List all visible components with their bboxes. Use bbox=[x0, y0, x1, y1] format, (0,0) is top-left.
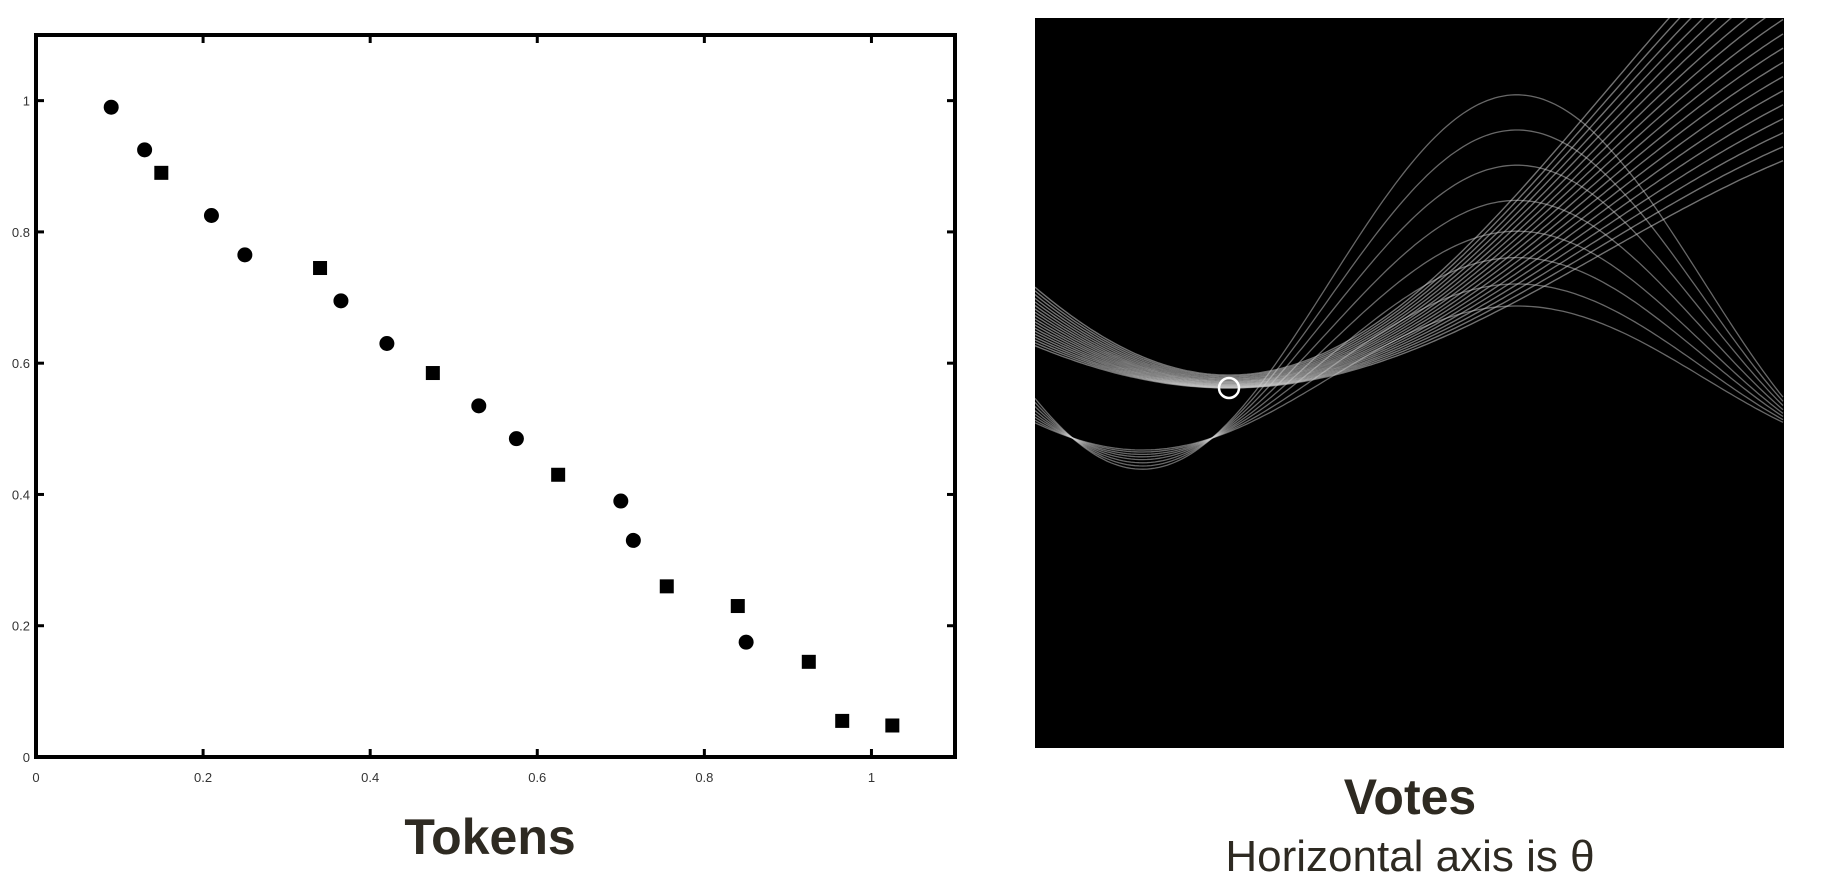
vote-curve bbox=[1035, 75, 1784, 387]
x-tick-label: 0.2 bbox=[194, 770, 212, 785]
data-point bbox=[103, 99, 119, 115]
data-point bbox=[738, 634, 754, 650]
vote-curve bbox=[1035, 18, 1733, 382]
data-point bbox=[379, 335, 395, 351]
vote-curve bbox=[1035, 61, 1784, 386]
vote-curve bbox=[1035, 18, 1681, 377]
vote-curve bbox=[1035, 256, 1784, 456]
vote-curve bbox=[1035, 18, 1784, 384]
votes-caption: Votes bbox=[1343, 769, 1477, 825]
x-tick-label: 0.8 bbox=[695, 770, 713, 785]
votes-subtitle: Horizontal axis is θ bbox=[1225, 832, 1595, 881]
vote-curve bbox=[1035, 18, 1718, 381]
x-tick-label: 0.4 bbox=[361, 770, 379, 785]
vote-curve bbox=[1035, 104, 1784, 388]
y-tick-label: 0 bbox=[23, 750, 30, 765]
votes-heatmap bbox=[1035, 18, 1784, 748]
vote-curve bbox=[1035, 94, 1784, 470]
vote-curve bbox=[1035, 283, 1784, 453]
x-tick-label: 0 bbox=[32, 770, 39, 785]
x-tick-label: 1 bbox=[868, 770, 875, 785]
y-tick-label: 0.2 bbox=[12, 619, 30, 634]
vote-curve bbox=[1035, 18, 1671, 376]
vote-curve bbox=[1035, 33, 1784, 385]
x-tick-label: 0.6 bbox=[528, 770, 546, 785]
data-point bbox=[835, 713, 850, 728]
y-tick-label: 0.6 bbox=[12, 356, 30, 371]
y-tick-label: 0.4 bbox=[12, 487, 30, 502]
data-point bbox=[313, 261, 328, 276]
y-tick-label: 1 bbox=[23, 94, 30, 109]
data-point bbox=[203, 208, 219, 223]
data-point bbox=[659, 579, 674, 594]
votes-curves bbox=[1035, 18, 1784, 470]
vote-curve bbox=[1035, 230, 1784, 458]
data-point bbox=[471, 398, 487, 414]
data-point bbox=[508, 431, 524, 447]
data-point bbox=[730, 599, 745, 614]
data-point bbox=[333, 293, 349, 309]
vote-curve bbox=[1035, 129, 1784, 467]
tokens-caption: Tokens bbox=[404, 809, 576, 865]
vote-curve bbox=[1035, 18, 1705, 380]
vote-curve bbox=[1035, 305, 1784, 451]
data-point bbox=[613, 493, 629, 509]
vote-curve bbox=[1035, 199, 1784, 461]
tokens-scatter-chart: 0 0.2 0.4 0.6 0.8 1 0 0.2 0.4 0.6 0.8 1 bbox=[12, 33, 957, 785]
vote-curve bbox=[1035, 164, 1784, 464]
data-point bbox=[154, 165, 169, 180]
data-point bbox=[625, 532, 641, 548]
y-tick-label: 0.8 bbox=[12, 225, 30, 240]
vote-curve bbox=[1035, 118, 1784, 388]
data-point bbox=[137, 142, 153, 158]
plot-frame bbox=[34, 33, 957, 759]
data-point bbox=[237, 247, 253, 263]
data-point bbox=[551, 467, 566, 482]
data-point bbox=[425, 366, 440, 381]
data-point bbox=[885, 718, 900, 733]
vote-curve bbox=[1035, 90, 1784, 387]
data-point bbox=[801, 654, 816, 669]
vote-curve bbox=[1035, 18, 1692, 379]
vote-curve bbox=[1035, 18, 1749, 383]
vote-peak bbox=[1217, 376, 1241, 400]
vote-curve bbox=[1035, 18, 1767, 384]
vote-curve bbox=[1035, 47, 1784, 386]
